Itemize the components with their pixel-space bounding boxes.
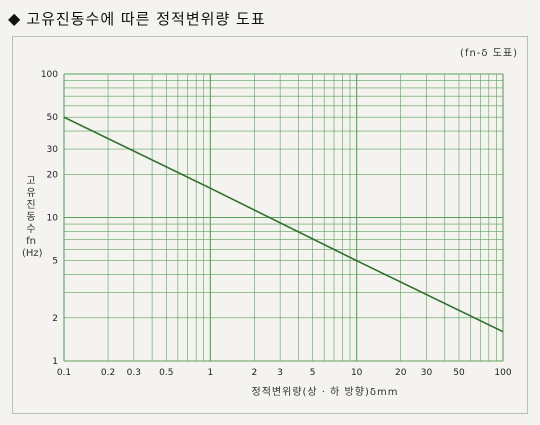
y-axis-label-part: 수 bbox=[26, 224, 36, 235]
y-axis-label: 고 유 진 동 수 fn (Hz) bbox=[22, 176, 43, 260]
y-axis-label-part: fn bbox=[26, 236, 36, 247]
x-tick-label: 0.3 bbox=[127, 368, 141, 378]
fn-delta-series-line bbox=[63, 116, 504, 333]
x-tick-label: 20 bbox=[395, 368, 407, 378]
grid-lines bbox=[63, 73, 504, 362]
x-tick-label: 2 bbox=[252, 368, 258, 378]
y-tick-label: 100 bbox=[41, 70, 58, 80]
y-axis-label-part: 진 bbox=[26, 200, 36, 211]
y-axis-label-part: 동 bbox=[26, 212, 36, 223]
chart-frame bbox=[12, 36, 528, 414]
x-tick-label: 10 bbox=[351, 368, 363, 378]
x-axis-label: 정적변위량(상 · 하 방향)δmm bbox=[251, 387, 399, 398]
series-layer bbox=[63, 116, 504, 333]
y-tick-label: 30 bbox=[47, 145, 59, 155]
page-title: 고유진동수에 따른 정적변위량 도표 bbox=[26, 10, 266, 28]
diamond-icon: ◆ bbox=[8, 8, 21, 28]
y-tick-label: 5 bbox=[52, 257, 58, 267]
x-tick-label: 0.5 bbox=[159, 368, 173, 378]
x-tick-label: 0.2 bbox=[101, 368, 115, 378]
x-tick-labels: 0.1 0.2 0.3 0.5 1 2 3 5 10 20 30 50 100 bbox=[57, 368, 512, 378]
x-tick-label: 100 bbox=[494, 368, 511, 378]
x-tick-label: 1 bbox=[207, 368, 213, 378]
x-tick-label: 3 bbox=[277, 368, 283, 378]
y-axis-label-part: (Hz) bbox=[22, 248, 43, 259]
y-tick-labels: 1 2 5 10 20 30 50 100 bbox=[41, 70, 58, 367]
chart-legend-note: (fn-δ 도표) bbox=[460, 48, 518, 59]
y-tick-label: 10 bbox=[47, 214, 59, 224]
x-tick-label: 0.1 bbox=[57, 368, 71, 378]
y-axis-label-part: 고 bbox=[26, 176, 36, 187]
y-tick-label: 2 bbox=[52, 314, 58, 324]
x-tick-label: 50 bbox=[453, 368, 465, 378]
page-title-row: ◆ 고유진동수에 따른 정적변위량 도표 bbox=[8, 8, 266, 29]
y-tick-label: 20 bbox=[47, 170, 59, 180]
x-tick-label: 30 bbox=[421, 368, 433, 378]
y-tick-label: 1 bbox=[52, 357, 58, 367]
y-tick-label: 50 bbox=[47, 113, 59, 123]
y-axis-label-part: 유 bbox=[26, 188, 36, 199]
x-tick-label: 5 bbox=[310, 368, 316, 378]
